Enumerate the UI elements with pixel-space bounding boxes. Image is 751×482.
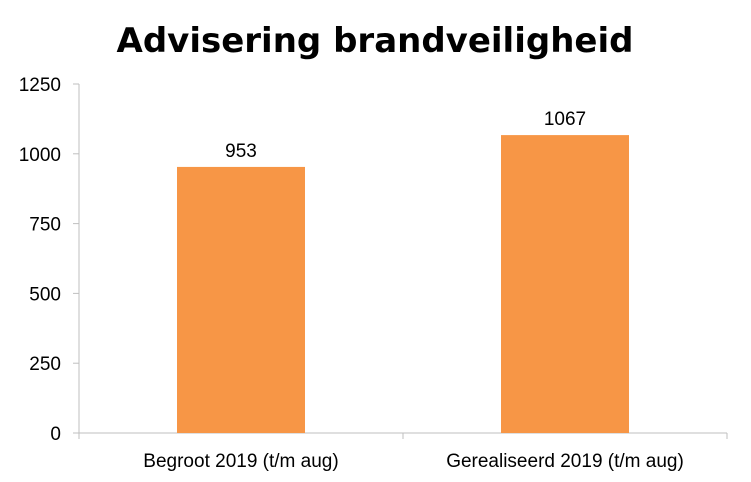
y-tick-label: 1000 xyxy=(19,145,61,166)
data-label: 953 xyxy=(225,141,257,162)
chart-title: Advisering brandveiligheid xyxy=(117,21,634,61)
x-axis xyxy=(78,432,728,439)
data-label: 1067 xyxy=(544,109,586,130)
y-tick-label: 250 xyxy=(29,354,61,375)
bars xyxy=(177,135,629,433)
y-tick-label: 500 xyxy=(29,284,61,305)
y-tick-label: 750 xyxy=(29,215,61,236)
bar xyxy=(501,135,629,433)
y-axis: 0 250 500 750 1000 1250 xyxy=(19,75,80,445)
bar xyxy=(177,166,305,433)
data-labels: 953 1067 xyxy=(225,109,586,162)
category-label: Gerealiseerd 2019 (t/m aug) xyxy=(446,451,684,472)
y-tick-label: 1250 xyxy=(19,75,61,96)
category-labels: Begroot 2019 (t/m aug) Gerealiseerd 2019 … xyxy=(143,451,684,472)
y-tick-label: 0 xyxy=(50,424,61,445)
category-label: Begroot 2019 (t/m aug) xyxy=(143,451,338,472)
